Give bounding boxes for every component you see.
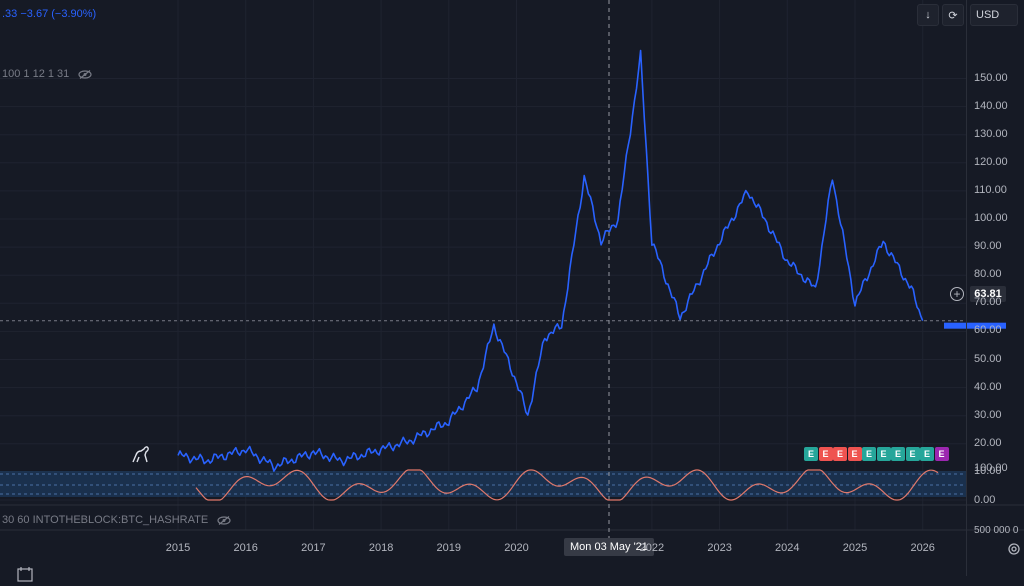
dino-logo-icon [132,446,149,463]
x-tick-label: 2018 [368,542,394,554]
y-tick-label: 10.00 [974,464,1002,477]
earnings-marker[interactable]: E [934,447,949,461]
y-tick-label: 150.00 [974,71,1008,84]
y-tick-label: 60.00 [974,324,1002,337]
x-tick-label: 2026 [910,542,935,554]
y-tick-label: 30.00 [974,408,1002,421]
crosshair-date-label: Mon 03 May '21 [564,538,654,556]
earnings-marker[interactable]: E [920,447,934,461]
oscillator-y-tick-label: 0.00 [974,494,996,506]
oscillator-line [195,469,939,501]
currency-select[interactable]: USD [970,4,1018,26]
price-axis-separator [966,0,967,576]
x-tick-label: 2019 [436,542,462,554]
oscillator-band [0,471,966,497]
y-tick-label: 90.00 [974,240,1002,253]
earnings-marker[interactable]: E [862,447,876,461]
download-icon: ↓ [925,9,931,21]
y-tick-label: 20.00 [974,436,1002,449]
eye-slash-icon[interactable] [78,69,92,79]
earnings-marker[interactable]: E [876,447,891,461]
hashrate-label-text: 30 60 INTOTHEBLOCK:BTC_HASHRATE [2,514,209,526]
x-tick-label: 2020 [504,542,529,554]
price-change-readout: .33 −3.67 (−3.90%) [2,8,97,20]
x-tick-label: 2024 [775,542,800,554]
x-tick-label: 2022 [639,542,665,554]
y-tick-label: 100.00 [974,212,1008,224]
y-tick-label: 120.00 [974,155,1008,168]
x-tick-label: 2025 [842,542,868,554]
x-tick-label: 2023 [707,542,732,554]
add-alert-icon[interactable]: + [950,287,964,301]
earnings-marker[interactable]: E [905,447,920,461]
currency-label: USD [976,9,1000,21]
x-tick-label: 2017 [301,542,326,554]
eye-slash-icon[interactable] [217,515,231,525]
calendar-icon[interactable] [16,566,40,586]
oscillator-y-tick-label: 100.00 [974,462,1008,474]
price-series-line [177,49,924,472]
settings-gear-icon[interactable] [1006,541,1022,557]
earnings-marker[interactable]: E [891,447,905,461]
indicator-params-text: 100 1 12 1 31 [2,68,70,80]
earnings-marker[interactable]: E [833,447,847,461]
oscillator-axis-partial: 500 000 0 [974,525,1019,536]
download-button[interactable]: ↓ [917,4,939,26]
indicator-parameters: 100 1 12 1 31 [2,68,92,80]
y-tick-label: 110.00 [974,183,1007,196]
x-tick-label: 2015 [165,542,191,554]
earnings-marker[interactable]: E [847,447,862,461]
earnings-marker[interactable]: E [804,447,818,461]
y-tick-label: 50.00 [974,352,1002,365]
hashrate-indicator-label: 30 60 INTOTHEBLOCK:BTC_HASHRATE [2,514,231,526]
refresh-icon: ⟳ [948,9,958,22]
earnings-marker[interactable]: E [818,447,833,461]
y-tick-label: 130.00 [974,127,1008,140]
y-tick-label: 140.00 [974,99,1008,112]
y-tick-label: 70.00 [974,296,1002,309]
last-price-label: 63.81 [970,286,1006,302]
x-tick-label: 2016 [233,542,258,554]
y-tick-label: 40.00 [974,380,1002,393]
y-tick-label: 80.00 [974,268,1002,281]
last-price-bar [944,322,1006,329]
refresh-button[interactable]: ⟳ [942,4,964,26]
